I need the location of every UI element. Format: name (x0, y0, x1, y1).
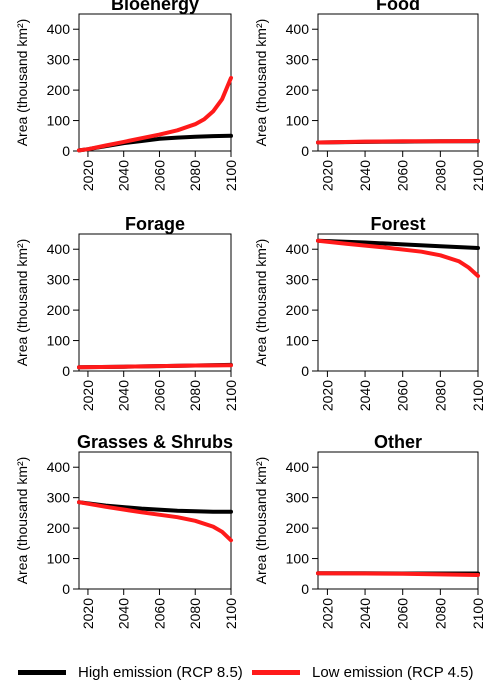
x-tick-label: 2060 (395, 380, 411, 411)
panel-other: Other 0 100 200 300 400 2020 2040 2060 2080 2100 Ar… (253, 432, 484, 629)
y-tick-label: 0 (301, 581, 309, 597)
x-tick-label: 2060 (395, 160, 411, 191)
x-tick-label: 2100 (223, 598, 239, 629)
x-tick-label: 2100 (223, 380, 239, 411)
y-tick-label: 0 (62, 363, 70, 379)
y-axis-label: Area (thousand km²) (14, 239, 30, 367)
plot-frame (317, 13, 479, 152)
x-tick-label: 2080 (432, 160, 448, 191)
x-tick-label: 2100 (223, 160, 239, 191)
y-tick-label: 100 (47, 113, 71, 129)
panel-title: Forest (370, 214, 425, 234)
y-tick-label: 100 (47, 551, 71, 567)
y-axis-label: Area (thousand km²) (253, 19, 269, 147)
y-tick-label: 300 (286, 52, 310, 68)
legend: High emission (RCP 8.5) Low emission (RC… (0, 654, 484, 690)
series-line-low-emission-rcp-4-5 (77, 500, 233, 543)
y-tick-label: 300 (286, 490, 310, 506)
y-axis-label: Area (thousand km²) (253, 239, 269, 367)
y-tick-label: 0 (62, 143, 70, 159)
x-tick-label: 2040 (116, 380, 132, 411)
x-tick-label: 2080 (187, 160, 203, 191)
legend-item-low-emission: Low emission (RCP 4.5) (252, 662, 473, 682)
panel-grasses-shrubs: Grasses & Shrubs 0 100 200 300 400 2020 2040 206… (14, 432, 239, 629)
x-tick-label: 2060 (395, 598, 411, 629)
y-tick-label: 100 (47, 333, 71, 349)
y-tick-label: 300 (47, 490, 71, 506)
x-tick-label: 2020 (319, 160, 335, 191)
plot-frame (78, 13, 232, 152)
y-tick-label: 200 (286, 82, 310, 98)
y-axis-label: Area (thousand km²) (14, 19, 30, 147)
y-tick-label: 0 (301, 363, 309, 379)
x-tick-label: 2020 (319, 598, 335, 629)
y-tick-label: 400 (286, 21, 310, 37)
legend-label-low-emission: Low emission (RCP 4.5) (312, 663, 474, 681)
y-tick-label: 100 (286, 551, 310, 567)
x-tick-label: 2040 (116, 598, 132, 629)
panel-title: Bioenergy (111, 0, 199, 14)
y-tick-label: 400 (286, 241, 310, 257)
series-line-low-emission-rcp-4-5 (77, 75, 233, 153)
x-tick-label: 2020 (319, 380, 335, 411)
y-axis-label: Area (thousand km²) (253, 457, 269, 585)
y-tick-label: 300 (47, 272, 71, 288)
panel-forest: Forest 0 100 200 300 400 2020 2040 2060 2080 2100 A… (253, 214, 484, 411)
y-tick-label: 300 (286, 272, 310, 288)
plot-frame (78, 451, 232, 590)
x-tick-label: 2040 (357, 598, 373, 629)
x-tick-label: 2060 (151, 380, 167, 411)
legend-swatch-high-emission (18, 669, 66, 675)
y-tick-label: 200 (47, 302, 71, 318)
panel-food: Food 0 100 200 300 400 2020 2040 2060 2080 2100 Are… (253, 0, 484, 191)
series-line-low-emission-rcp-4-5 (316, 571, 480, 577)
panel-title: Forage (125, 214, 185, 234)
x-tick-label: 2060 (151, 598, 167, 629)
plot-frame (78, 233, 232, 372)
x-tick-label: 2080 (187, 598, 203, 629)
series-line-low-emission-rcp-4-5 (77, 363, 233, 370)
series-line-high-emission-rcp-8-5 (316, 238, 480, 250)
x-tick-label: 2040 (116, 160, 132, 191)
x-tick-label: 2020 (80, 380, 96, 411)
legend-swatch-low-emission (252, 669, 300, 675)
x-tick-label: 2100 (470, 380, 484, 411)
y-tick-label: 200 (47, 82, 71, 98)
x-tick-label: 2100 (470, 160, 484, 191)
panel-title: Food (376, 0, 420, 14)
plot-frame (317, 451, 479, 590)
series-line-low-emission-rcp-4-5 (316, 238, 480, 278)
panel-title: Other (374, 432, 422, 452)
y-tick-label: 400 (286, 459, 310, 475)
y-tick-label: 400 (47, 241, 71, 257)
y-tick-label: 400 (47, 21, 71, 37)
panel-title: Grasses & Shrubs (77, 432, 233, 452)
x-tick-label: 2100 (470, 598, 484, 629)
y-tick-label: 200 (47, 520, 71, 536)
x-tick-label: 2080 (432, 380, 448, 411)
x-tick-label: 2060 (151, 160, 167, 191)
x-tick-label: 2040 (357, 380, 373, 411)
y-tick-label: 300 (47, 52, 71, 68)
y-tick-label: 200 (286, 302, 310, 318)
x-tick-label: 2080 (432, 598, 448, 629)
legend-item-high-emission: High emission (RCP 8.5) (18, 662, 243, 682)
y-tick-label: 200 (286, 520, 310, 536)
y-tick-label: 0 (62, 581, 70, 597)
x-tick-label: 2020 (80, 598, 96, 629)
series-line-low-emission-rcp-4-5 (316, 139, 480, 145)
y-tick-label: 100 (286, 333, 310, 349)
panel-forage: Forage 0 100 200 300 400 2020 2040 2060 2080 2100 A… (14, 214, 239, 411)
x-tick-label: 2040 (357, 160, 373, 191)
x-tick-label: 2020 (80, 160, 96, 191)
y-axis-label: Area (thousand km²) (14, 457, 30, 585)
plot-frame (317, 233, 479, 372)
panel-bioenergy: Bioenergy 0 100 200 300 400 2020 2040 2060 2080 21… (14, 0, 239, 191)
y-tick-label: 0 (301, 143, 309, 159)
x-tick-label: 2080 (187, 380, 203, 411)
legend-label-high-emission: High emission (RCP 8.5) (78, 663, 243, 681)
y-tick-label: 100 (286, 113, 310, 129)
y-tick-label: 400 (47, 459, 71, 475)
